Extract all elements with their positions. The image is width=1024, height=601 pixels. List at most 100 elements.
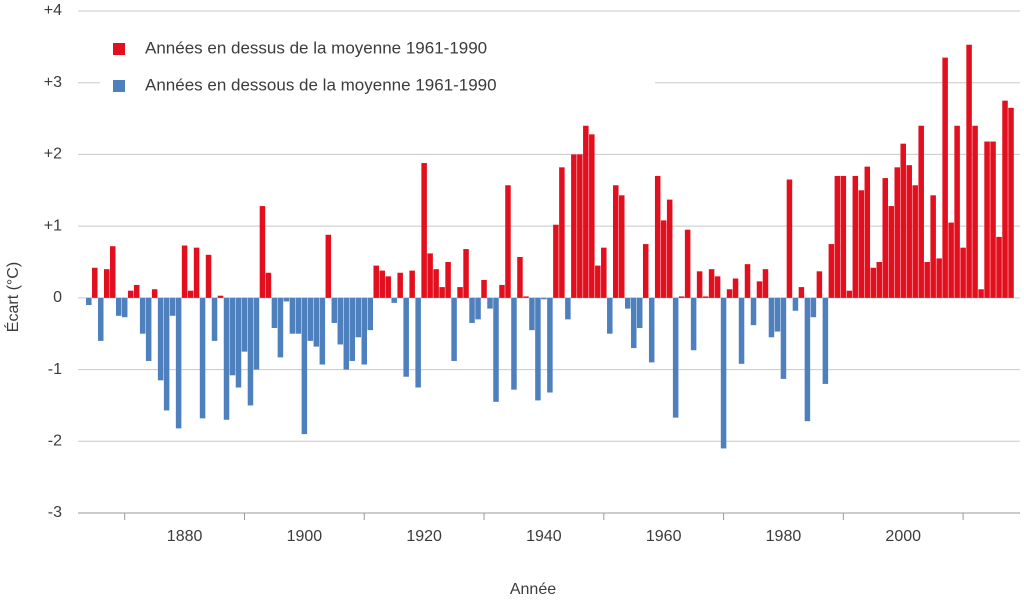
- y-tick-label: -3: [48, 504, 62, 521]
- bar: [277, 297, 284, 358]
- bar: [295, 297, 302, 334]
- bar: [613, 185, 619, 298]
- bar: [403, 297, 409, 377]
- bar: [433, 269, 439, 298]
- bar: [792, 297, 799, 311]
- bar: [109, 246, 116, 298]
- bar: [205, 254, 212, 298]
- bar: [163, 297, 170, 411]
- bar: [511, 297, 517, 390]
- bar: [804, 297, 811, 422]
- bar: [894, 167, 900, 298]
- bar: [529, 297, 535, 331]
- bar: [313, 297, 320, 347]
- bar: [373, 265, 379, 298]
- bar: [714, 276, 721, 298]
- bar: [547, 297, 553, 393]
- bar: [541, 297, 547, 300]
- bar: [175, 297, 182, 429]
- y-tick-label: -1: [48, 361, 62, 378]
- bar: [834, 175, 841, 298]
- bar: [469, 297, 475, 323]
- bar: [535, 297, 541, 401]
- bar: [882, 178, 889, 298]
- y-tick-label: +4: [44, 2, 62, 19]
- legend-label: Années en dessous de la moyenne 1961-199…: [145, 75, 497, 94]
- bar: [559, 167, 565, 298]
- bar: [930, 195, 936, 298]
- bar: [133, 284, 140, 298]
- bar: [768, 297, 775, 338]
- bar: [708, 269, 715, 298]
- bar: [523, 296, 529, 298]
- bar: [151, 289, 158, 298]
- bar: [978, 289, 984, 298]
- x-tick-label: 1920: [406, 528, 442, 545]
- bar: [211, 297, 218, 341]
- bar: [672, 297, 679, 418]
- bar: [858, 190, 865, 298]
- bar: [828, 244, 835, 298]
- bar: [906, 165, 912, 298]
- bar: [936, 258, 942, 298]
- bar: [301, 297, 308, 435]
- bar: [876, 262, 883, 298]
- bar: [475, 297, 481, 320]
- bar: [684, 229, 691, 298]
- bar: [786, 179, 793, 298]
- x-tick-label: 1900: [287, 528, 323, 545]
- bar: [1008, 107, 1014, 298]
- y-axis-label: Écart (°C): [3, 262, 22, 332]
- bar: [139, 297, 146, 334]
- bar: [990, 141, 996, 298]
- bar: [960, 247, 966, 298]
- bar: [445, 262, 451, 298]
- bar: [121, 297, 128, 318]
- bar: [499, 284, 505, 298]
- bar: [630, 297, 637, 349]
- bar: [307, 297, 314, 341]
- x-tick-label: 1940: [526, 528, 562, 545]
- bar: [229, 297, 236, 376]
- bar: [98, 297, 104, 341]
- bar: [283, 297, 290, 302]
- bar: [487, 297, 493, 309]
- bar: [337, 297, 344, 345]
- bar: [966, 44, 972, 298]
- bar: [247, 297, 254, 406]
- bar: [349, 297, 356, 361]
- x-tick-label: 1880: [167, 528, 203, 545]
- bar: [666, 199, 673, 298]
- bar: [888, 206, 895, 298]
- legend-background: [100, 30, 655, 102]
- bar: [223, 297, 230, 420]
- legend-label: Années en dessus de la moyenne 1961-1990: [145, 38, 487, 57]
- bar: [92, 267, 98, 298]
- bar: [271, 297, 278, 328]
- bar: [762, 269, 769, 298]
- bar: [948, 222, 954, 298]
- y-tick-label: +2: [44, 146, 62, 163]
- bar: [918, 125, 924, 298]
- bar: [241, 297, 248, 352]
- bar: [678, 296, 685, 298]
- bar: [972, 125, 978, 298]
- bar: [463, 249, 469, 298]
- bar: [624, 297, 631, 309]
- bar: [822, 297, 829, 384]
- bar: [319, 297, 326, 365]
- bar: [181, 245, 188, 298]
- bar: [127, 290, 134, 298]
- bar: [187, 290, 194, 298]
- bar: [750, 297, 757, 326]
- bar: [810, 297, 817, 318]
- bar: [642, 244, 649, 298]
- bar: [103, 269, 110, 298]
- bar: [157, 297, 164, 381]
- bar: [397, 272, 403, 298]
- bar: [86, 297, 92, 306]
- bar: [1002, 100, 1008, 298]
- bar: [565, 297, 571, 320]
- bar: [924, 262, 930, 298]
- legend-swatch: [113, 80, 125, 92]
